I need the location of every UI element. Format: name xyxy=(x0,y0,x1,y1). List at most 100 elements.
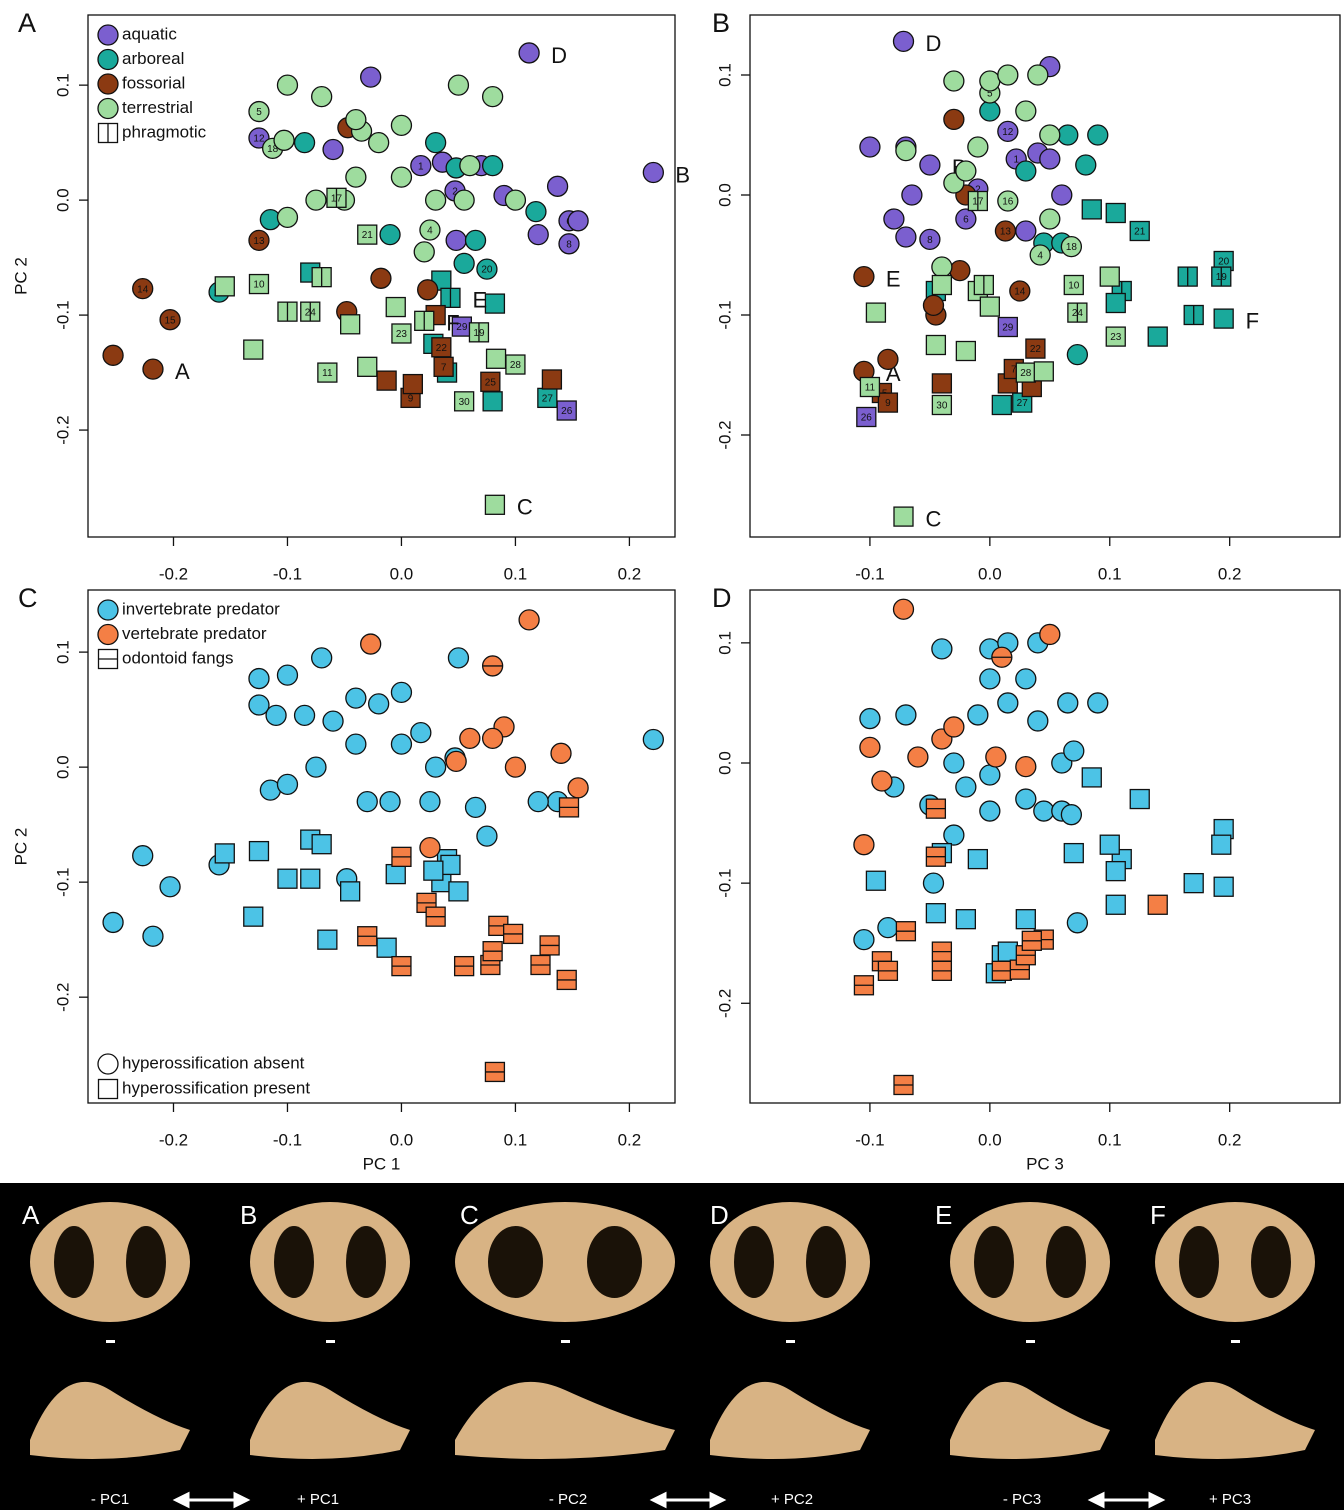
y-tick-label: -0.2 xyxy=(715,420,734,449)
data-point xyxy=(1016,757,1036,777)
y-tick-label: 0.1 xyxy=(715,631,734,655)
data-point xyxy=(519,610,539,630)
skull-letter: E xyxy=(935,1200,952,1230)
data-point xyxy=(346,734,366,754)
y-axis-label: PC 2 xyxy=(11,257,30,295)
point-letter: D xyxy=(925,31,941,56)
data-point xyxy=(477,826,497,846)
skull-orbit xyxy=(54,1226,94,1298)
x-tick-label: -0.2 xyxy=(159,564,188,583)
point-number: 11 xyxy=(322,368,333,379)
data-point xyxy=(449,882,468,901)
data-point xyxy=(956,342,975,361)
data-point xyxy=(391,115,411,135)
point-number: 21 xyxy=(1134,227,1146,238)
data-point xyxy=(568,211,588,231)
data-point xyxy=(369,694,389,714)
data-point xyxy=(1064,844,1083,863)
data-point xyxy=(528,225,548,245)
data-point xyxy=(1067,345,1087,365)
data-point xyxy=(872,771,892,791)
x-axis-label: PC 3 xyxy=(1026,1154,1064,1173)
data-point xyxy=(542,370,561,389)
y-tick-label: -0.1 xyxy=(715,868,734,897)
point-letter: C xyxy=(517,495,533,520)
point-letter: C xyxy=(925,506,941,531)
panel-letter: B xyxy=(712,8,730,38)
data-point xyxy=(386,865,405,884)
data-point xyxy=(301,869,320,888)
data-point xyxy=(1061,805,1081,825)
data-point xyxy=(519,43,539,63)
legend-label: hyperossification present xyxy=(122,1078,310,1097)
point-number: 4 xyxy=(1037,251,1043,262)
point-number: 19 xyxy=(1216,272,1228,283)
data-point xyxy=(448,75,468,95)
data-point xyxy=(483,156,503,176)
data-point xyxy=(485,294,504,313)
data-point xyxy=(103,345,123,365)
point-number: 14 xyxy=(137,284,149,295)
x-tick-label: 0.2 xyxy=(618,1130,642,1149)
data-point xyxy=(380,225,400,245)
data-point xyxy=(932,374,951,393)
data-point xyxy=(420,838,440,858)
panel-letter: D xyxy=(712,583,732,613)
legend-marker xyxy=(98,25,118,45)
data-point xyxy=(341,882,360,901)
data-point xyxy=(1040,125,1060,145)
point-number: 20 xyxy=(481,265,493,276)
data-point xyxy=(278,869,297,888)
point-number: 19 xyxy=(473,328,485,339)
point-number: 24 xyxy=(1072,308,1084,319)
data-point xyxy=(323,140,343,160)
x-tick-label: -0.1 xyxy=(273,1130,302,1149)
skull-panel-background xyxy=(0,1183,1344,1510)
data-point xyxy=(377,938,396,957)
point-number: 13 xyxy=(1000,227,1012,238)
point-number: 28 xyxy=(1020,368,1032,379)
data-point xyxy=(1148,327,1167,346)
data-point xyxy=(1067,913,1087,933)
skull-orbit xyxy=(1251,1226,1291,1298)
y-tick-label: 0.0 xyxy=(53,755,72,779)
data-point xyxy=(896,705,916,725)
data-point xyxy=(1106,862,1125,881)
x-tick-label: -0.2 xyxy=(159,1130,188,1149)
x-tick-label: 0.1 xyxy=(504,1130,528,1149)
data-point xyxy=(986,747,1006,767)
data-point xyxy=(908,747,928,767)
point-number: 8 xyxy=(566,239,572,250)
point-letter: B xyxy=(675,162,690,187)
data-point xyxy=(878,918,898,938)
skull-orbit xyxy=(274,1226,314,1298)
scale-bar xyxy=(326,1340,335,1343)
point-number: 6 xyxy=(963,215,969,226)
scale-bar xyxy=(1231,1340,1240,1343)
skull-orbit xyxy=(126,1226,166,1298)
x-tick-label: 0.2 xyxy=(618,564,642,583)
data-point xyxy=(1034,801,1054,821)
legend-label: arboreal xyxy=(122,49,184,68)
skull-orbit xyxy=(734,1226,774,1298)
legend-marker xyxy=(99,1080,118,1099)
data-point xyxy=(923,295,943,315)
y-tick-label: 0.1 xyxy=(53,640,72,664)
scale-bar xyxy=(106,1340,115,1343)
data-point xyxy=(485,495,504,514)
data-point xyxy=(1106,204,1125,223)
data-point xyxy=(420,792,440,812)
data-point xyxy=(1088,125,1108,145)
data-point xyxy=(312,835,331,854)
point-number: 21 xyxy=(362,230,374,241)
skull-orbit xyxy=(1046,1226,1086,1298)
data-point xyxy=(854,930,874,950)
skull-orbit xyxy=(488,1226,543,1298)
data-point xyxy=(277,665,297,685)
y-tick-label: -0.2 xyxy=(53,983,72,1012)
data-point xyxy=(902,185,922,205)
y-tick-label: -0.2 xyxy=(715,989,734,1018)
data-point xyxy=(386,298,405,317)
data-point xyxy=(932,257,952,277)
skull-caption: - PC1 xyxy=(91,1491,129,1508)
